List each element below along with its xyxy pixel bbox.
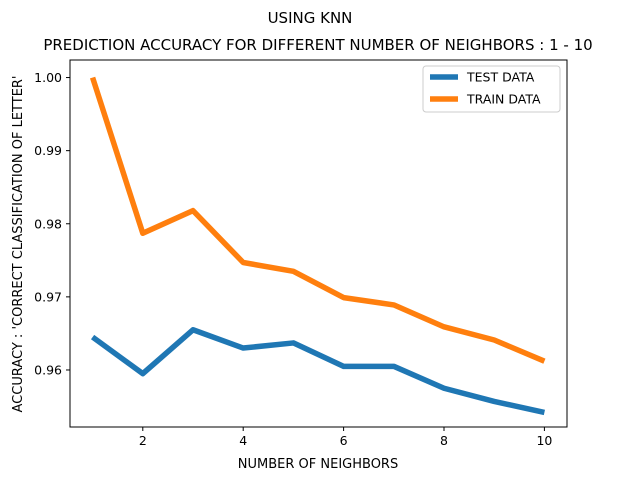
y-tick-label: 0.96 bbox=[34, 362, 62, 377]
x-tick-label: 10 bbox=[536, 433, 552, 448]
plot-frame bbox=[69, 59, 568, 428]
x-axis-label: NUMBER OF NEIGHBORS bbox=[238, 457, 398, 472]
y-axis-label: ACCURACY : 'CORRECT CLASSIFICATION OF LE… bbox=[11, 75, 26, 412]
y-tick-label: 0.99 bbox=[34, 143, 62, 158]
y-tick-label: 1.00 bbox=[34, 70, 62, 85]
legend-label: TEST DATA bbox=[466, 70, 535, 85]
chart-title: PREDICTION ACCURACY FOR DIFFERENT NUMBER… bbox=[43, 36, 592, 54]
y-tick-label: 0.97 bbox=[34, 289, 62, 304]
chart-suptitle: USING KNN bbox=[268, 9, 353, 27]
legend-label: TRAIN DATA bbox=[466, 92, 541, 107]
x-tick-label: 8 bbox=[440, 433, 448, 448]
legend: TEST DATA TRAIN DATA bbox=[422, 65, 561, 113]
plot-area: 2 4 6 8 10 0.96 0.97 0.98 0.99 1.00 bbox=[34, 59, 568, 448]
x-tick-label: 4 bbox=[239, 433, 247, 448]
series-line-1 bbox=[89, 76, 546, 364]
x-tick-label: 2 bbox=[139, 433, 147, 448]
x-tick-label: 6 bbox=[340, 433, 348, 448]
series-line-0 bbox=[90, 327, 545, 416]
y-tick-label: 0.98 bbox=[34, 216, 62, 231]
